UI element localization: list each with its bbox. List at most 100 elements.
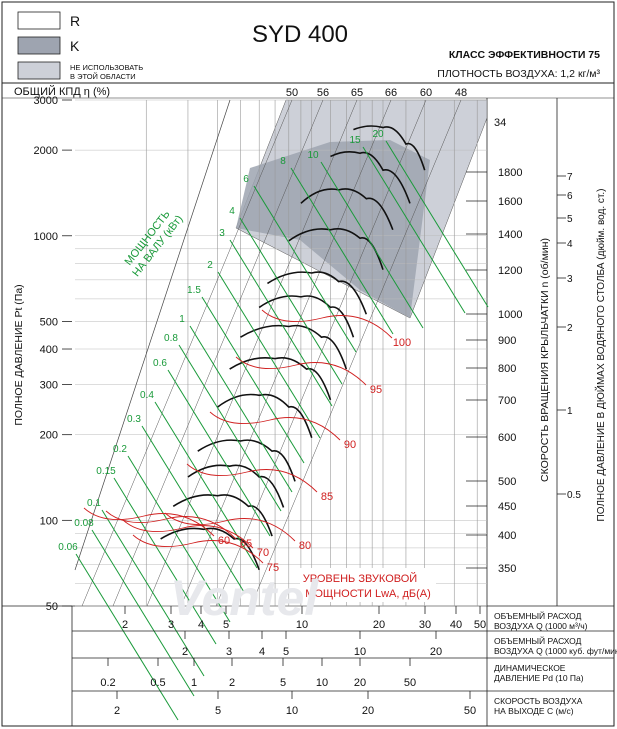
y-tick-label: 100 <box>40 515 58 527</box>
power-line <box>101 509 205 677</box>
y-axis-label: ПОЛНОЕ ДАВЛЕНИЕ Pt (Па) <box>13 284 25 425</box>
power-line <box>320 161 424 329</box>
efficiency-class: КЛАСС ЭФФЕКТИВНОСТИ 75 <box>449 49 600 61</box>
inch-tick-label: 0.5 <box>567 490 581 501</box>
sound-tick-label: 70 <box>257 547 269 559</box>
power-line <box>239 217 343 385</box>
sound-line <box>132 534 264 564</box>
scale-tick-label: 50 <box>474 619 486 631</box>
efficiency-tick-label: 66 <box>385 87 397 99</box>
sound-line <box>83 507 215 537</box>
scale-tick-label: 20 <box>354 677 366 689</box>
rpm-curve-700 <box>229 357 332 401</box>
sound-tick-label: 80 <box>299 540 311 552</box>
rpm-curve-1400 <box>300 188 394 231</box>
y-tick-label: 1000 <box>34 231 58 243</box>
power-tick-label: 0.3 <box>127 414 141 425</box>
sound-line <box>209 411 341 441</box>
scale-tick-label: 40 <box>450 619 462 631</box>
power-tick-label: 4 <box>229 206 235 217</box>
power-tick-label: 8 <box>280 156 286 167</box>
legend-label-k: K <box>70 38 80 54</box>
scale-tick-label: 10 <box>286 705 298 717</box>
power-tick-label: 3 <box>219 228 225 239</box>
rpm-curve-500 <box>197 439 296 482</box>
power-line <box>201 296 305 464</box>
rpm-curve-1600 <box>330 151 411 204</box>
legend-swatch-r <box>17 11 61 30</box>
rpm-tick-label: 450 <box>498 501 516 513</box>
rpm-curve-900 <box>258 295 355 338</box>
power-tick-label: 0.4 <box>140 390 154 401</box>
power-line <box>75 553 179 721</box>
rpm-curve-450 <box>187 464 285 508</box>
sound-tick-label: 65 <box>240 538 252 550</box>
scale-tick-label: 2 <box>114 705 120 717</box>
efficiency-tick-label: 50 <box>286 87 298 99</box>
power-tick-label: 0.1 <box>87 498 101 509</box>
rpm-curve-400 <box>172 494 273 537</box>
y-tick-label: 3000 <box>34 95 58 107</box>
inch-tick-label: 4 <box>567 239 573 250</box>
rpm-tick-label: 1200 <box>498 265 522 277</box>
power-line <box>290 167 394 335</box>
rpm-tick-label: 700 <box>498 395 516 407</box>
scale-label-1: СКОРОСТЬ ВОЗДУХА <box>494 696 583 706</box>
legend-label-na-1: НЕ ИСПОЛЬЗОВАТЬ <box>70 63 143 72</box>
rpm-tick-label: 1000 <box>498 309 522 321</box>
scale-tick-label: 20 <box>362 705 374 717</box>
rpm-curve-1800 <box>353 125 426 171</box>
power-tick-label: 0.08 <box>74 518 94 529</box>
scale-tick-label: 2 <box>182 646 188 658</box>
power-tick-label: 0.6 <box>153 358 167 369</box>
efficiency-line <box>180 99 392 607</box>
legend-label-na-2: В ЭТОЙ ОБЛАСТИ <box>70 72 136 81</box>
sound-line <box>235 356 367 386</box>
inch-tick-label: 1 <box>567 406 573 417</box>
sound-tick-label: 60 <box>218 535 230 547</box>
sound-lines <box>83 309 393 564</box>
efficiency-tick-label: 65 <box>351 87 363 99</box>
y-tick-label: 200 <box>40 430 58 442</box>
scale-tick-label: 10 <box>316 677 328 689</box>
scale-label-2: ДАВЛЕНИЕ Pd (10 Па) <box>494 673 584 683</box>
power-tick-label: 0.8 <box>164 333 178 344</box>
sound-tick-label: 85 <box>321 491 333 503</box>
scale-tick-label: 5 <box>223 619 229 631</box>
scale-tick-label: 5 <box>215 705 221 717</box>
scale-tick-label: 50 <box>464 705 476 717</box>
power-line <box>91 529 195 697</box>
scale-label-1: ОБЪЕМНЫЙ РАСХОД <box>494 635 582 646</box>
scale-tick-label: 0.2 <box>100 677 115 689</box>
scale-tick-label: 0.5 <box>150 677 165 689</box>
sound-line <box>261 309 393 339</box>
efficiency-line <box>215 99 427 607</box>
power-tick-label: 1.5 <box>187 285 201 296</box>
y-tick-label: 300 <box>40 380 58 392</box>
scale-label-2: ВОЗДУХА Q (1000 м³/ч) <box>494 621 588 631</box>
scale-tick-label: 5 <box>280 677 286 689</box>
sound-line <box>122 519 254 549</box>
power-line <box>217 271 321 439</box>
efficiency-line <box>146 99 358 607</box>
sound-line <box>164 512 296 542</box>
power-tick-label: 10 <box>307 150 319 161</box>
sound-label-bg <box>300 568 436 602</box>
power-line <box>178 344 282 512</box>
power-line <box>167 369 271 537</box>
power-line <box>113 477 217 645</box>
power-line <box>229 239 333 407</box>
rpm-tick-label: 800 <box>498 363 516 375</box>
power-tick-label: 15 <box>349 135 361 146</box>
scale-label-2: ВОЗДУХА Q (1000 куб. фут/мин) <box>494 646 617 656</box>
rpm-tick-label: 500 <box>498 476 516 488</box>
power-line <box>154 401 258 569</box>
efficiency-tick-label: 60 <box>420 87 432 99</box>
inch-tick-label: 5 <box>567 214 573 225</box>
rpm-tick-label: 350 <box>498 563 516 575</box>
rpm-axis-label: СКОРОСТЬ ВРАЩЕНИЯ КРЫЛЬЧАТКИ n (об/мин) <box>539 238 551 482</box>
sound-label-2: МОЩНОСТИ LwA, дБ(А) <box>305 588 431 600</box>
rpm-curve-350 <box>160 527 260 571</box>
rpm-tick-label: 1400 <box>498 229 522 241</box>
